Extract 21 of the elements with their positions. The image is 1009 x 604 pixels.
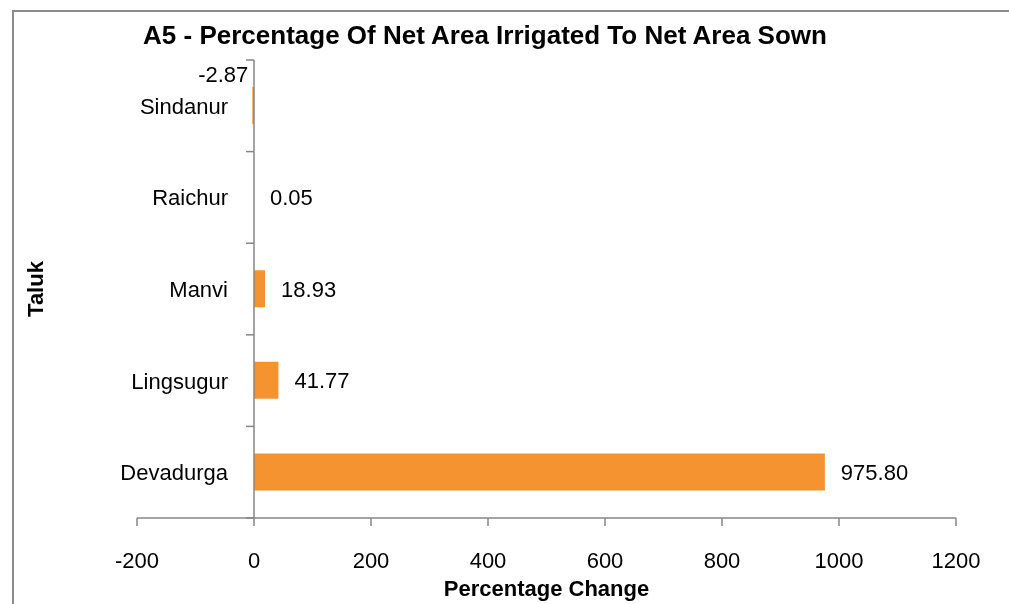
data-label: 0.05 [270,184,313,210]
y-tick-label: Sindanur [139,93,228,119]
data-label: 18.93 [281,276,337,302]
x-tick-label: 200 [352,547,390,573]
x-tick-label: 600 [586,547,624,573]
x-tick-label: 400 [469,547,507,573]
y-axis-title: Taluk [22,260,48,317]
x-tick-label: 1200 [931,547,981,573]
chart-title: A5 - Percentage Of Net Area Irrigated To Net Area Sown [143,20,827,50]
data-label: -2.87 [198,62,249,87]
y-tick-label: Devadurga [120,459,229,485]
data-label: 41.77 [294,367,350,393]
x-tick-label: -200 [114,547,160,573]
y-tick-label: Lingsugur [131,368,228,394]
x-axis-title: Percentage Change [443,576,650,601]
x-tick-label: 0 [247,547,261,573]
y-tick-label: Raichur [152,184,228,210]
y-tick-label: Manvi [169,276,228,302]
x-tick-label: 800 [703,547,741,573]
x-tick-label: 1000 [814,547,864,573]
data-label: 975.80 [840,459,909,485]
